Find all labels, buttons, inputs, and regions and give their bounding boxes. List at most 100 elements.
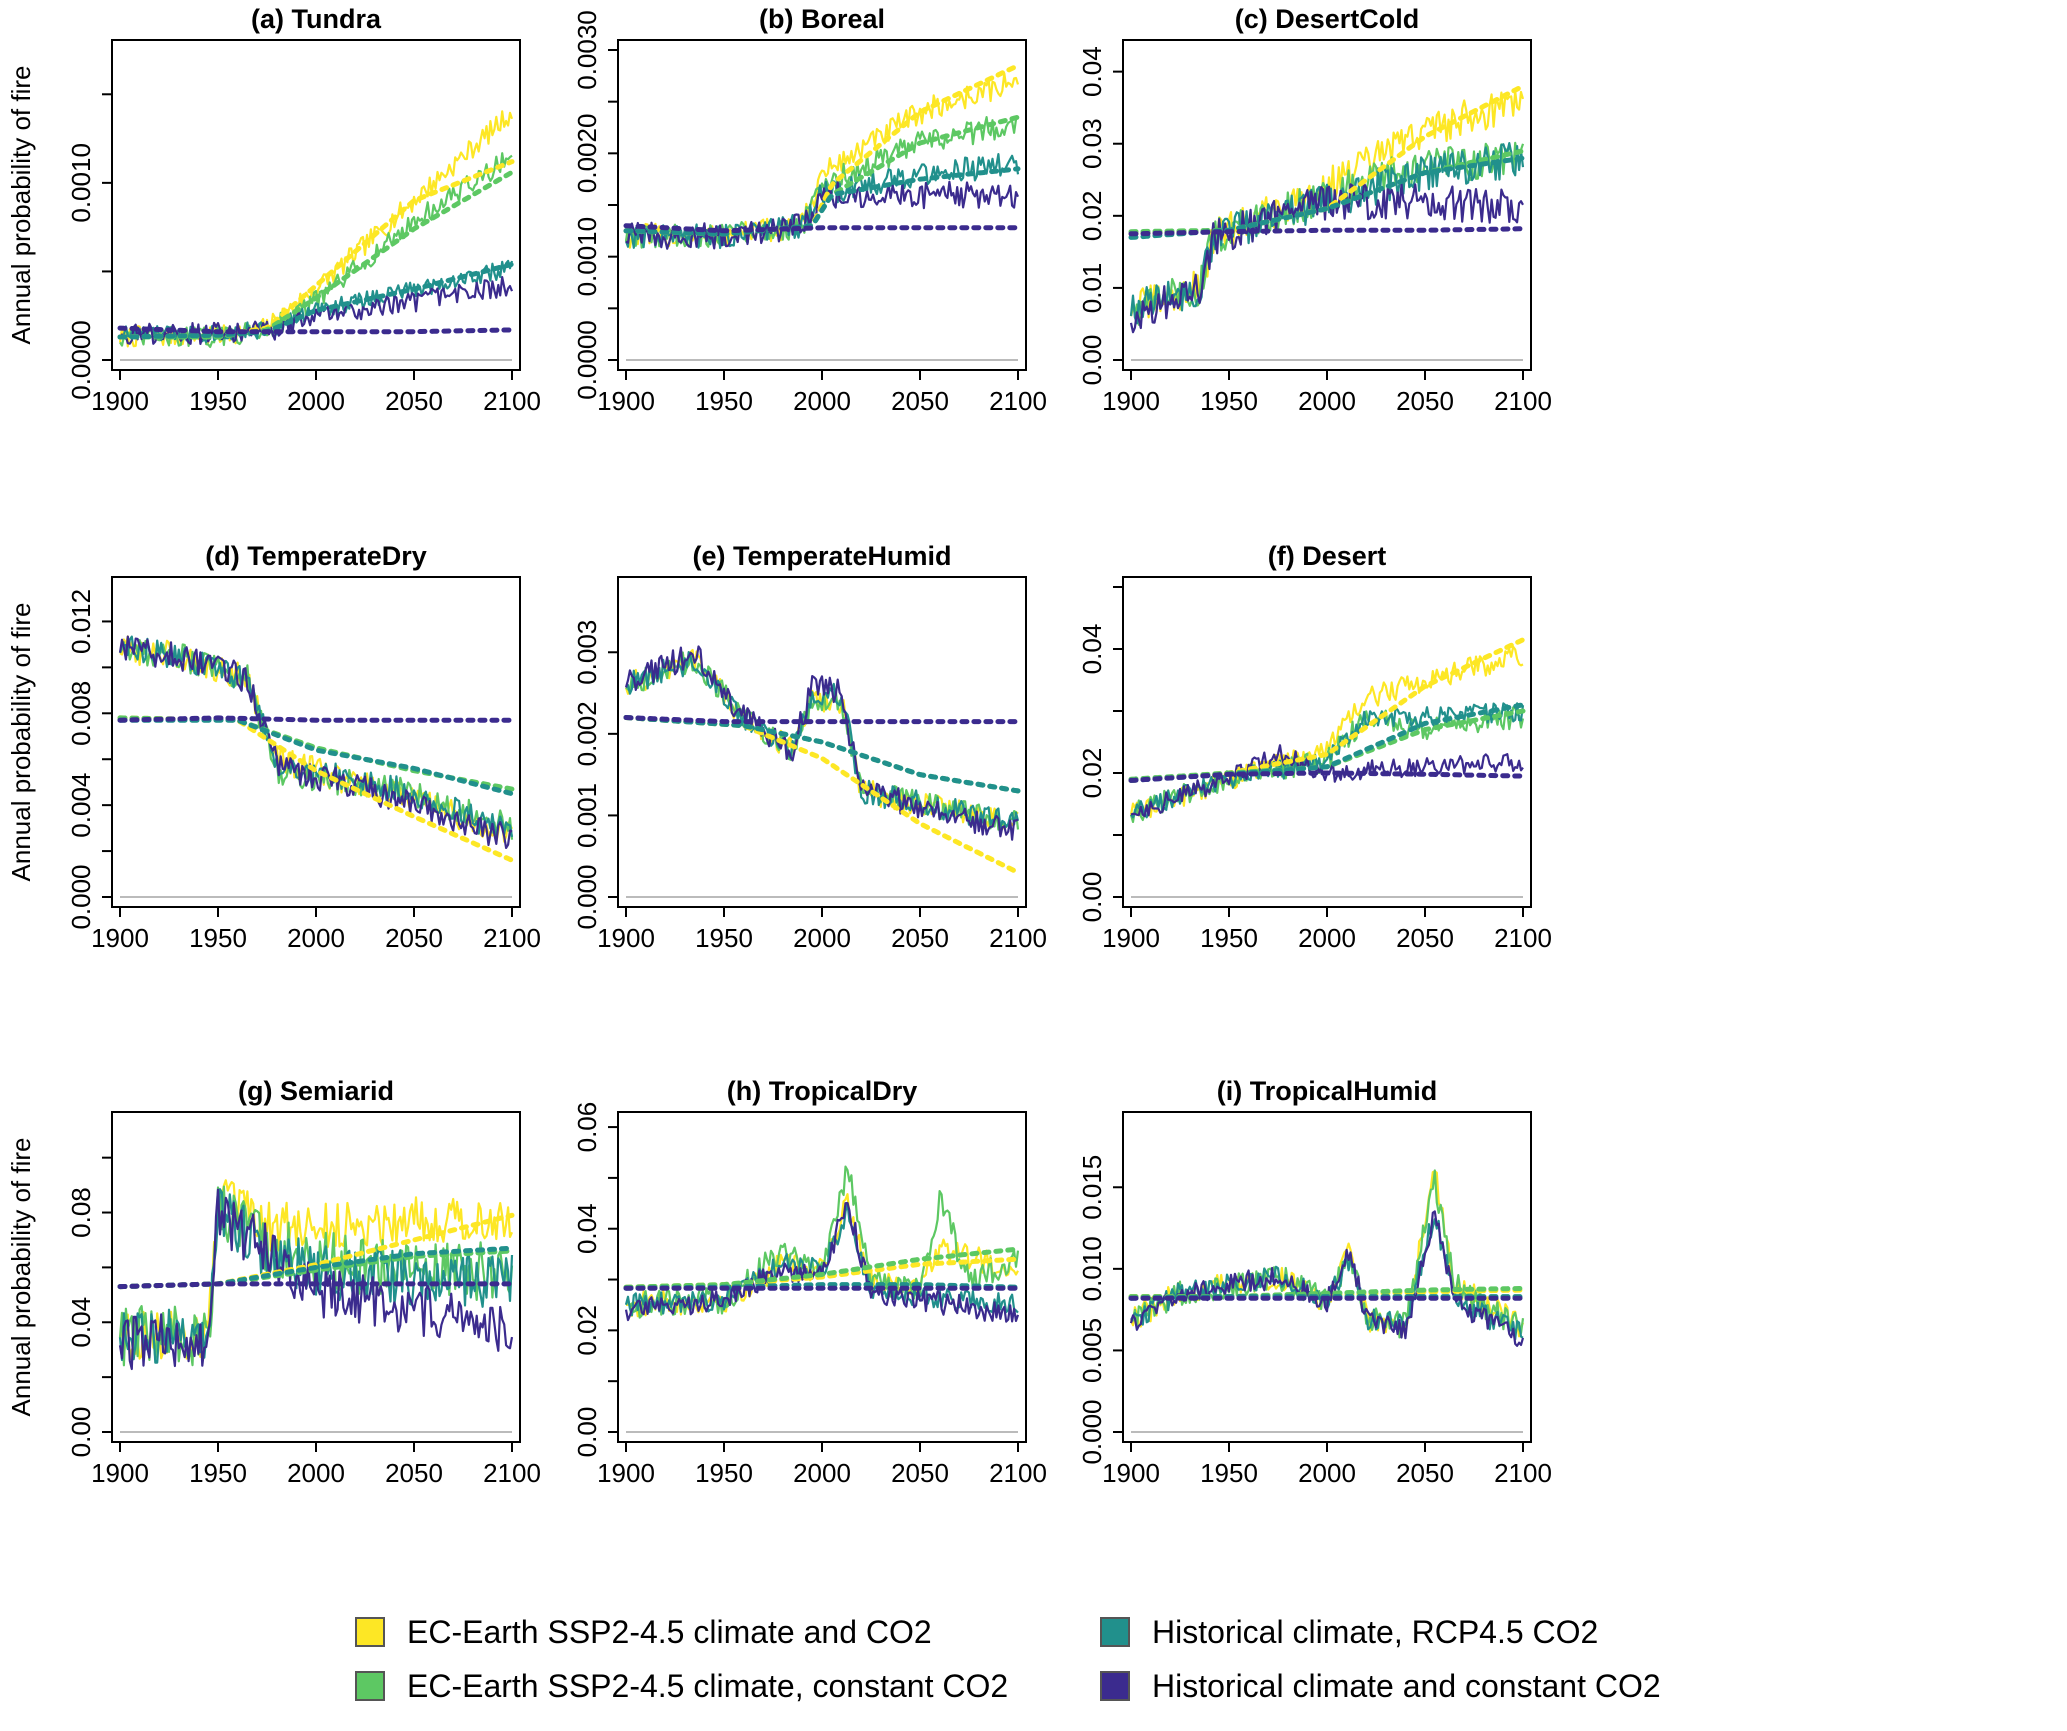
y-tick-label: 0.015 <box>1077 1155 1107 1220</box>
x-tick-label: 1900 <box>597 1458 655 1488</box>
x-tick-label: 2000 <box>1298 923 1356 953</box>
panel-a: (a) Tundra 1900 1950 2000 2050 2100 0.0000 0.00… <box>6 4 541 416</box>
series-line <box>625 650 1020 830</box>
x-tick-label: 2100 <box>989 923 1047 953</box>
panel-title: (i) TropicalHumid <box>1217 1076 1438 1106</box>
x-tick-label: 2050 <box>385 1458 443 1488</box>
x-tick-label: 1950 <box>1200 1458 1258 1488</box>
y-tick-label: 0.008 <box>66 681 96 746</box>
series-line <box>1130 1218 1524 1341</box>
x-tick-label: 2100 <box>1494 386 1552 416</box>
series-line <box>1129 182 1524 334</box>
x-tick-label: 2100 <box>1494 1458 1552 1488</box>
x-tick-label: 2100 <box>1494 923 1552 953</box>
x-tick-label: 1900 <box>1102 386 1160 416</box>
x-tick-label: 1950 <box>1200 923 1258 953</box>
y-tick-label: 0.0010 <box>572 217 602 297</box>
panel-b: (b) Boreal 1900 1950 2000 2050 2100 0.0000 0.00… <box>572 4 1047 416</box>
x-tick-label: 1900 <box>597 386 655 416</box>
y-tick-label: 0.04 <box>572 1203 602 1254</box>
legend-label: Historical climate, RCP4.5 CO2 <box>1152 1613 1599 1650</box>
panel-title: (f) Desert <box>1268 541 1387 571</box>
y-tick-label: 0.0000 <box>572 320 602 400</box>
panel-title: (g) Semiarid <box>238 1076 394 1106</box>
legend-swatch <box>1100 1617 1130 1647</box>
series-trend <box>623 166 1021 237</box>
x-tick-label: 1950 <box>695 923 753 953</box>
panel-c: (c) DesertCold 1900 1950 2000 2050 2100 0.00 0.… <box>1077 4 1552 416</box>
y-tick-label: 0.04 <box>66 1297 96 1348</box>
series-trend <box>117 715 515 863</box>
y-tick-label: 0.0000 <box>66 320 96 400</box>
y-tick-label: 0.03 <box>1077 118 1107 169</box>
panel-title: (h) TropicalDry <box>727 1076 918 1106</box>
panel-e: (e) TemperateHumid 1900 1950 2000 2050 2100 0.… <box>572 541 1047 953</box>
legend-item-ec-earth-climate-co2: EC-Earth SSP2-4.5 climate and CO2 <box>355 1606 932 1658</box>
y-tick-label: 0.012 <box>66 589 96 654</box>
y-axis-label: Annual probability of fire <box>6 66 36 345</box>
y-tick-label: 0.04 <box>1077 46 1107 97</box>
y-tick-label: 0.00 <box>1077 872 1107 923</box>
y-tick-label: 0.002 <box>572 701 602 766</box>
x-tick-label: 1950 <box>695 1458 753 1488</box>
series-line <box>118 635 513 850</box>
y-tick-label: 0.08 <box>66 1187 96 1238</box>
x-tick-label: 2100 <box>483 1458 541 1488</box>
x-tick-label: 2000 <box>287 1458 345 1488</box>
x-tick-label: 2000 <box>793 386 851 416</box>
panel-f: (f) Desert 1900 1950 2000 2050 2100 0.00 0.02 0.… <box>1077 541 1552 953</box>
legend-swatch <box>1100 1671 1130 1701</box>
x-tick-label: 2050 <box>1396 1458 1454 1488</box>
y-tick-label: 0.02 <box>572 1305 602 1356</box>
panel-h: (h) TropicalDry 1900 1950 2000 2050 2100 0.00 0… <box>572 1076 1047 1488</box>
x-tick-label: 1950 <box>189 1458 247 1488</box>
y-tick-label: 0.00 <box>572 1407 602 1458</box>
series-trend <box>623 715 1021 725</box>
x-tick-label: 2100 <box>483 923 541 953</box>
legend: EC-Earth SSP2-4.5 climate and CO2 EC-Ear… <box>355 1604 1755 1724</box>
x-tick-label: 2100 <box>989 386 1047 416</box>
legend-item-historical-rcp45-co2: Historical climate, RCP4.5 CO2 <box>1100 1606 1598 1658</box>
legend-swatch <box>355 1617 385 1647</box>
y-tick-label: 0.04 <box>1077 624 1107 675</box>
y-tick-label: 0.000 <box>572 864 602 929</box>
x-tick-label: 2000 <box>1298 386 1356 416</box>
x-tick-label: 2050 <box>385 923 443 953</box>
y-tick-label: 0.005 <box>1077 1318 1107 1383</box>
y-tick-label: 0.01 <box>1077 263 1107 314</box>
plot-frame <box>111 576 521 908</box>
y-axis-label: Annual probability of fire <box>6 1138 36 1417</box>
series-trend <box>117 715 515 723</box>
series-line <box>1129 142 1525 325</box>
y-tick-label: 0.010 <box>1077 1236 1107 1301</box>
series-trend <box>1128 226 1526 237</box>
x-tick-label: 2050 <box>891 1458 949 1488</box>
y-tick-label: 0.0030 <box>572 10 602 90</box>
x-tick-label: 2050 <box>1396 386 1454 416</box>
x-tick-label: 2000 <box>287 386 345 416</box>
series-trend <box>117 1281 515 1290</box>
legend-label: Historical climate and constant CO2 <box>1152 1667 1661 1704</box>
plot-frame <box>1122 1111 1532 1443</box>
series-line <box>624 72 1020 249</box>
panel-title: (d) TemperateDry <box>205 541 427 571</box>
series-line <box>118 1188 514 1371</box>
x-tick-label: 1900 <box>91 923 149 953</box>
panel-title: (b) Boreal <box>759 4 885 34</box>
y-tick-label: 0.000 <box>66 864 96 929</box>
x-tick-label: 1950 <box>695 386 753 416</box>
y-tick-label: 0.0010 <box>66 143 96 223</box>
x-tick-label: 1900 <box>1102 923 1160 953</box>
series-trend <box>117 325 515 335</box>
legend-label: EC-Earth SSP2-4.5 climate, constant CO2 <box>407 1667 1009 1704</box>
legend-swatch <box>355 1671 385 1701</box>
x-tick-label: 1950 <box>189 386 247 416</box>
x-tick-label: 2000 <box>1298 1458 1356 1488</box>
legend-item-ec-earth-constant-co2: EC-Earth SSP2-4.5 climate, constant CO2 <box>355 1660 1008 1712</box>
x-tick-label: 2050 <box>891 386 949 416</box>
series-trend <box>623 223 1021 234</box>
x-tick-label: 1900 <box>91 1458 149 1488</box>
series-line <box>1129 1210 1525 1347</box>
y-tick-label: 0.02 <box>1077 191 1107 242</box>
y-tick-label: 0.02 <box>1077 748 1107 799</box>
